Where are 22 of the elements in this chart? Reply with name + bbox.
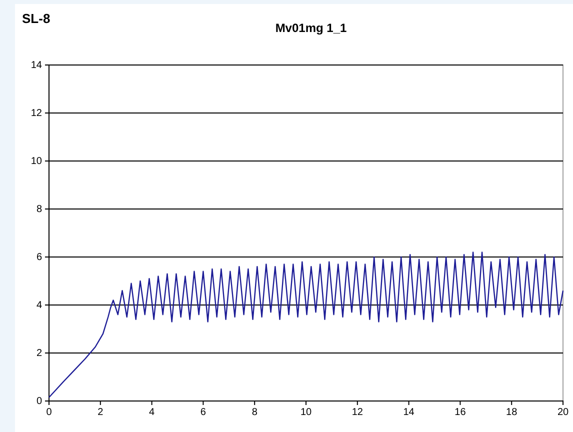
text: SL-8 — [22, 11, 50, 26]
x-tick-label: 12 — [352, 407, 364, 418]
chart-title: Mv01mg 1_1 — [275, 21, 348, 35]
x-tick-label: 0 — [46, 407, 52, 418]
x-tick-label: 16 — [454, 407, 466, 418]
y-tick-label: 6 — [36, 252, 42, 264]
x-tick-label: 10 — [300, 407, 312, 418]
y-tick-label: 2 — [36, 348, 42, 360]
x-tick-label: 8 — [252, 407, 258, 418]
y-tick-label: 14 — [30, 60, 42, 72]
y-tick-label: 12 — [30, 108, 42, 120]
line-series — [48, 252, 564, 398]
x-tick-label: 20 — [557, 407, 569, 418]
x-tick-label: 14 — [403, 407, 415, 418]
y-tick-label: 4 — [36, 300, 42, 312]
y-tick-label: 10 — [30, 156, 42, 168]
x-tick-label: 2 — [98, 407, 104, 418]
x-tick-label: 18 — [506, 407, 518, 418]
x-tick-label: 6 — [200, 407, 206, 418]
y-tick-label: 8 — [36, 204, 42, 216]
x-tick-label: 4 — [149, 407, 156, 418]
y-tick-label: 0 — [36, 396, 42, 408]
